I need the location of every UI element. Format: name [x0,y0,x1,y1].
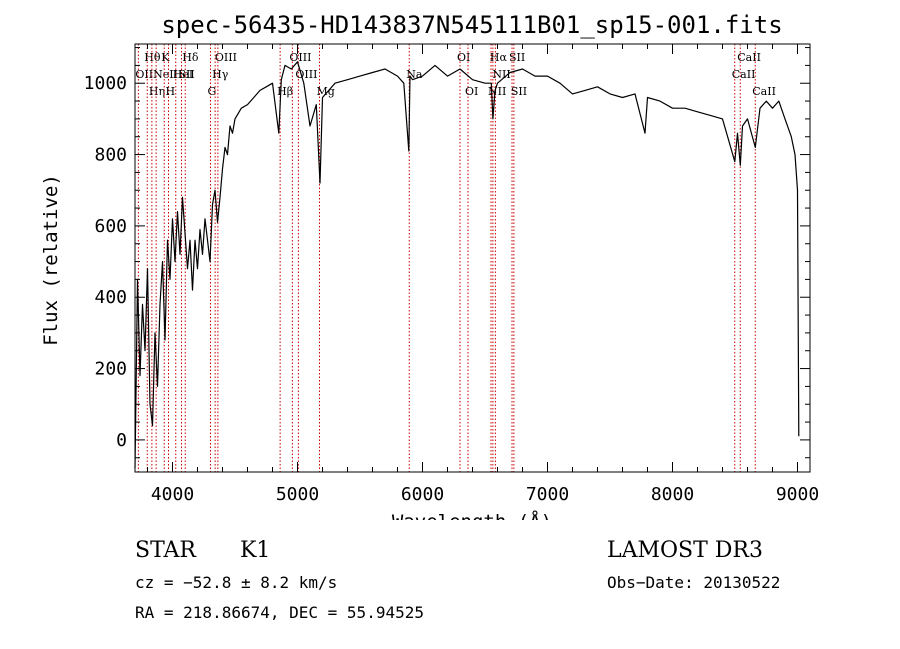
line-marker-label: Hγ [212,68,229,81]
line-marker-label: SII [511,85,527,98]
y-tick-label: 1000 [84,73,127,94]
x-axis-label: Wavelength (Å) [392,510,552,520]
plot-frame [134,43,811,473]
x-tick-label: 4000 [151,484,194,505]
axes: 4000 5000 6000 7000 8000 9000 0 200 400 600 800 100… [84,43,819,505]
line-marker-label: NeIII [153,68,182,81]
y-tick-label: 200 [94,359,127,380]
line-marker-label: G [208,85,217,98]
line-marker-label: OI [457,51,470,64]
y-axis-label: Flux (relative) [40,174,62,346]
spectrum-line [134,61,800,469]
line-marker-label: SII [179,68,195,81]
y-tick-label: 600 [94,216,127,237]
coordinates-readout: RA = 218.86674, DEC = 55.94525 [135,603,424,622]
line-marker-label: SII [509,51,525,64]
observation-date: Obs−Date: 20130522 [607,573,781,592]
spectrum-series [134,61,800,469]
line-marker-label: OIII [289,51,311,64]
redshift-readout: cz = −52.8 ± 8.2 km/s [135,573,338,592]
line-marker-label: NII [488,85,506,98]
y-tick-label: 800 [94,145,127,166]
line-marker-label: CaII [732,68,756,81]
x-tick-label: 7000 [526,484,569,505]
line-marker-label: Hη [149,85,165,98]
object-subclass: K1 [240,538,271,563]
line-marker-label: OI [465,85,478,98]
line-marker-label: Hβ [277,85,293,98]
x-tick-label: 8000 [651,484,694,505]
line-marker-label: Hα [490,51,508,64]
object-class: STAR [135,538,196,563]
line-marker-label: CaII [752,85,776,98]
chart-title: spec-56435-HD143837N545111B01_sp15-001.f… [161,11,782,39]
line-marker-label: H [166,85,176,98]
x-tick-label: 5000 [276,484,319,505]
x-tick-label: 6000 [401,484,444,505]
x-tick-label: 9000 [776,484,819,505]
line-marker-label: OII [135,68,153,81]
y-tick-label: 400 [94,287,127,308]
line-marker-label: K [161,51,170,64]
line-markers: OIIHθHηNeIIIKHHeISIIHδGHγOIIIHβOIIIOIIIM… [135,44,776,472]
y-tick-label: 0 [116,430,127,451]
line-marker-label: Hδ [182,51,199,64]
spectrum-chart: spec-56435-HD143837N545111B01_sp15-001.f… [40,11,819,520]
line-marker-label: OIII [295,68,317,81]
line-marker-label: Hθ [144,51,161,64]
line-marker-label: HeI [173,68,193,81]
line-marker-label: CaII [737,51,761,64]
line-marker-label: NII [492,68,510,81]
survey-name: LAMOST DR3 [607,538,763,563]
line-marker-label: OIII [215,51,237,64]
